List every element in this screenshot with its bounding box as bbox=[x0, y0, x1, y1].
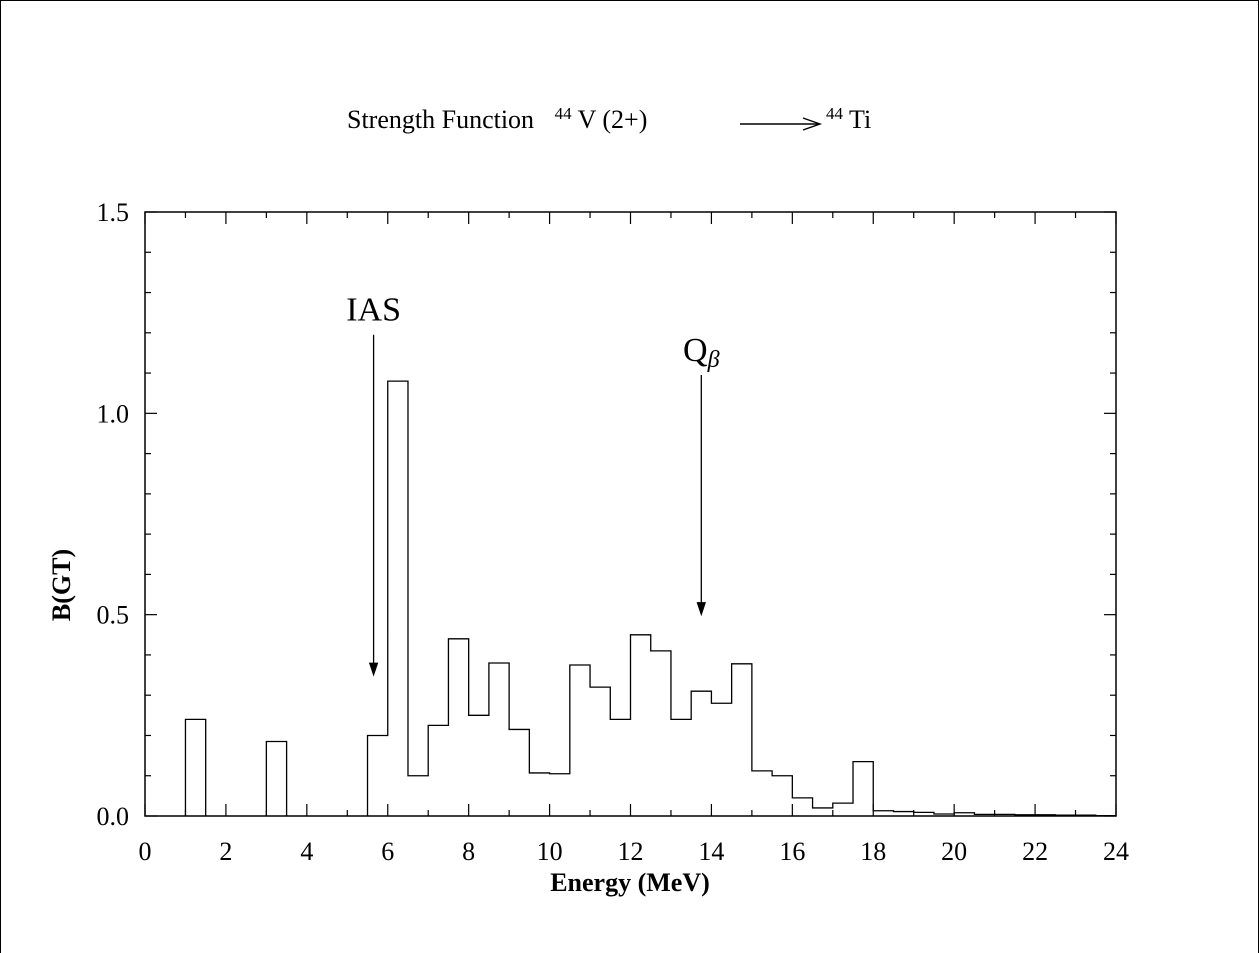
y-tick-label: 0.0 bbox=[97, 802, 130, 831]
x-tick-label: 2 bbox=[219, 837, 232, 866]
histogram-bin bbox=[752, 771, 772, 816]
x-tick-label: 18 bbox=[860, 837, 886, 866]
histogram-bin bbox=[388, 381, 408, 816]
histogram-bin bbox=[914, 812, 934, 816]
x-tick-label: 24 bbox=[1103, 837, 1129, 866]
x-tick-label: 20 bbox=[941, 837, 967, 866]
chart-title-daughter: 44 Ti bbox=[826, 96, 871, 134]
annotation-arrow-head bbox=[696, 602, 706, 617]
annotations: IAS Qβ bbox=[346, 292, 720, 677]
histogram-bin bbox=[772, 776, 792, 816]
histogram-bin bbox=[691, 691, 711, 816]
x-axis-label: Energy (MeV) bbox=[550, 868, 710, 897]
histogram-bin bbox=[833, 803, 853, 816]
chart-title: Strength Function 44 V (2+) bbox=[347, 96, 647, 134]
histogram-bin bbox=[448, 639, 468, 816]
histogram-bin bbox=[853, 762, 873, 816]
title-parent: V (2+) bbox=[578, 105, 648, 134]
histogram-bin bbox=[1055, 815, 1075, 816]
histogram-outline bbox=[184, 380, 1117, 817]
x-tick-label: 6 bbox=[381, 837, 394, 866]
histogram-bin bbox=[509, 729, 529, 816]
histogram-bin bbox=[590, 687, 610, 816]
x-tick-labels: 0 2 4 6 8 10 12 14 16 18 20 22 24 bbox=[139, 837, 1130, 866]
y-tick-label: 0.5 bbox=[97, 601, 130, 630]
annotation-arrow-head bbox=[368, 662, 379, 677]
histogram-bins bbox=[185, 381, 1116, 816]
title-daughter-mass: 44 bbox=[826, 104, 844, 123]
histogram-bin bbox=[954, 813, 974, 816]
histogram-bin bbox=[651, 651, 671, 816]
title-daughter: Ti bbox=[849, 105, 871, 134]
histogram-bin bbox=[1035, 815, 1055, 816]
histogram-bin bbox=[550, 774, 570, 816]
annotation-label: Qβ bbox=[683, 332, 720, 373]
histogram-bin bbox=[570, 665, 590, 816]
y-tick-label: 1.0 bbox=[97, 399, 130, 428]
histogram-bin bbox=[266, 742, 286, 816]
histogram-bin bbox=[934, 814, 954, 816]
title-arrow bbox=[740, 117, 823, 131]
y-axis-label: B(GT) bbox=[47, 549, 76, 621]
x-tick-label: 10 bbox=[537, 837, 563, 866]
histogram-bin bbox=[610, 719, 630, 816]
histogram-bin bbox=[529, 773, 549, 816]
x-tick-label: 12 bbox=[618, 837, 644, 866]
histogram-bin bbox=[711, 703, 731, 816]
x-tick-label: 22 bbox=[1022, 837, 1048, 866]
histogram-bin bbox=[1015, 815, 1035, 816]
histogram-bin bbox=[974, 814, 994, 816]
x-tick-label: 4 bbox=[300, 837, 313, 866]
histogram-bin bbox=[995, 814, 1015, 816]
histogram-bin bbox=[631, 635, 651, 816]
title-parent-mass: 44 bbox=[555, 104, 573, 123]
histogram-bin bbox=[469, 715, 489, 816]
x-tick-label: 16 bbox=[779, 837, 805, 866]
histogram-bin bbox=[185, 719, 205, 816]
histogram-bin bbox=[813, 808, 833, 816]
title-prefix: Strength Function bbox=[347, 105, 534, 134]
y-tick-label: 1.5 bbox=[97, 198, 130, 227]
histogram-bin bbox=[893, 812, 913, 816]
x-tick-label: 8 bbox=[462, 837, 475, 866]
histogram-bin bbox=[428, 725, 448, 816]
histogram-bin bbox=[792, 798, 812, 816]
x-tick-label: 0 bbox=[139, 837, 152, 866]
histogram-bin bbox=[408, 776, 428, 816]
y-tick-labels: 0.0 0.5 1.0 1.5 bbox=[97, 198, 130, 831]
histogram-bin bbox=[671, 719, 691, 816]
axis-ticks bbox=[144, 211, 1117, 817]
histogram-bin bbox=[368, 735, 388, 816]
annotation-label: IAS bbox=[346, 292, 401, 329]
histogram-bin bbox=[1076, 815, 1096, 816]
histogram-bin bbox=[732, 664, 752, 816]
histogram-bin bbox=[873, 811, 893, 816]
x-tick-label: 14 bbox=[698, 837, 724, 866]
histogram-bin bbox=[489, 663, 509, 816]
